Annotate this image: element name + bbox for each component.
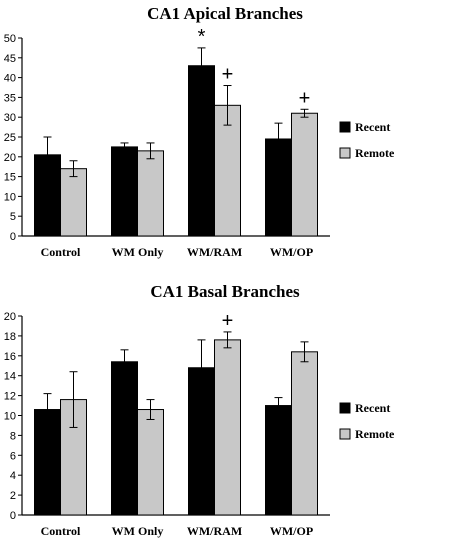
x-category-label: WM Only bbox=[112, 245, 164, 259]
y-tick-label: 18 bbox=[4, 331, 16, 343]
bar-remote-2 bbox=[214, 339, 241, 516]
x-category-label: Control bbox=[41, 245, 81, 259]
y-tick-label: 20 bbox=[4, 152, 16, 164]
bar-recent-1 bbox=[111, 146, 138, 237]
y-tick-label: 14 bbox=[4, 371, 16, 383]
bar-remote-3 bbox=[291, 351, 318, 516]
bar-remote-1 bbox=[137, 150, 164, 237]
x-category-label: WM/OP bbox=[270, 245, 313, 259]
y-tick-label: 0 bbox=[10, 231, 16, 243]
bar-recent-3 bbox=[265, 405, 292, 516]
y-tick-label: 45 bbox=[4, 53, 16, 65]
legend-swatch-remote bbox=[339, 147, 351, 159]
bar-recent-0 bbox=[34, 409, 61, 516]
y-tick-label: 15 bbox=[4, 172, 16, 184]
legend-label-recent: Recent bbox=[355, 401, 390, 415]
y-tick-label: 6 bbox=[10, 450, 16, 462]
x-category-label: WM Only bbox=[112, 524, 164, 538]
chart-title: CA1 Basal Branches bbox=[150, 282, 300, 301]
bar-recent-2 bbox=[188, 65, 215, 237]
y-tick-label: 16 bbox=[4, 351, 16, 363]
legend-label-remote: Remote bbox=[355, 427, 395, 441]
bar-remote-3 bbox=[291, 112, 318, 237]
chart-basal: CA1 Basal Branches 0 2 4 6 8 10 12 14 16 18 20 Cont… bbox=[4, 282, 395, 538]
y-tick-label: 4 bbox=[10, 470, 16, 482]
y-tick-label: 25 bbox=[4, 132, 16, 144]
y-tick-label: 20 bbox=[4, 311, 16, 323]
y-tick-label: 2 bbox=[10, 490, 16, 502]
significance-mark: + bbox=[222, 64, 234, 86]
significance-mark: * bbox=[198, 26, 206, 48]
y-tick-label: 30 bbox=[4, 112, 16, 124]
legend-swatch-recent bbox=[339, 121, 351, 133]
y-tick-label: 8 bbox=[10, 430, 16, 442]
bar-remote-0 bbox=[60, 168, 87, 237]
y-tick-label: 5 bbox=[10, 211, 16, 223]
y-tick-label: 50 bbox=[4, 33, 16, 45]
legend-label-recent: Recent bbox=[355, 120, 390, 134]
y-tick-label: 0 bbox=[10, 510, 16, 522]
x-category-label: WM/RAM bbox=[187, 524, 242, 538]
y-tick-label: 10 bbox=[4, 411, 16, 423]
significance-mark: + bbox=[299, 87, 311, 109]
y-tick-label: 10 bbox=[4, 191, 16, 203]
legend-swatch-remote bbox=[339, 428, 351, 440]
y-tick-label: 35 bbox=[4, 92, 16, 104]
chart-title: CA1 Apical Branches bbox=[147, 4, 303, 23]
x-category-label: WM/RAM bbox=[187, 245, 242, 259]
bar-recent-1 bbox=[111, 361, 138, 516]
legend-swatch-recent bbox=[339, 402, 351, 414]
x-category-label: WM/OP bbox=[270, 524, 313, 538]
bar-remote-1 bbox=[137, 409, 164, 516]
significance-mark: + bbox=[222, 310, 234, 332]
bar-remote-2 bbox=[214, 104, 241, 237]
y-tick-label: 40 bbox=[4, 73, 16, 85]
legend-label-remote: Remote bbox=[355, 146, 395, 160]
x-category-label: Control bbox=[41, 524, 81, 538]
chart-apical: CA1 Apical Branches 0 5 10 15 20 25 30 35 40 45 50… bbox=[4, 4, 395, 259]
y-tick-label: 12 bbox=[4, 391, 16, 403]
